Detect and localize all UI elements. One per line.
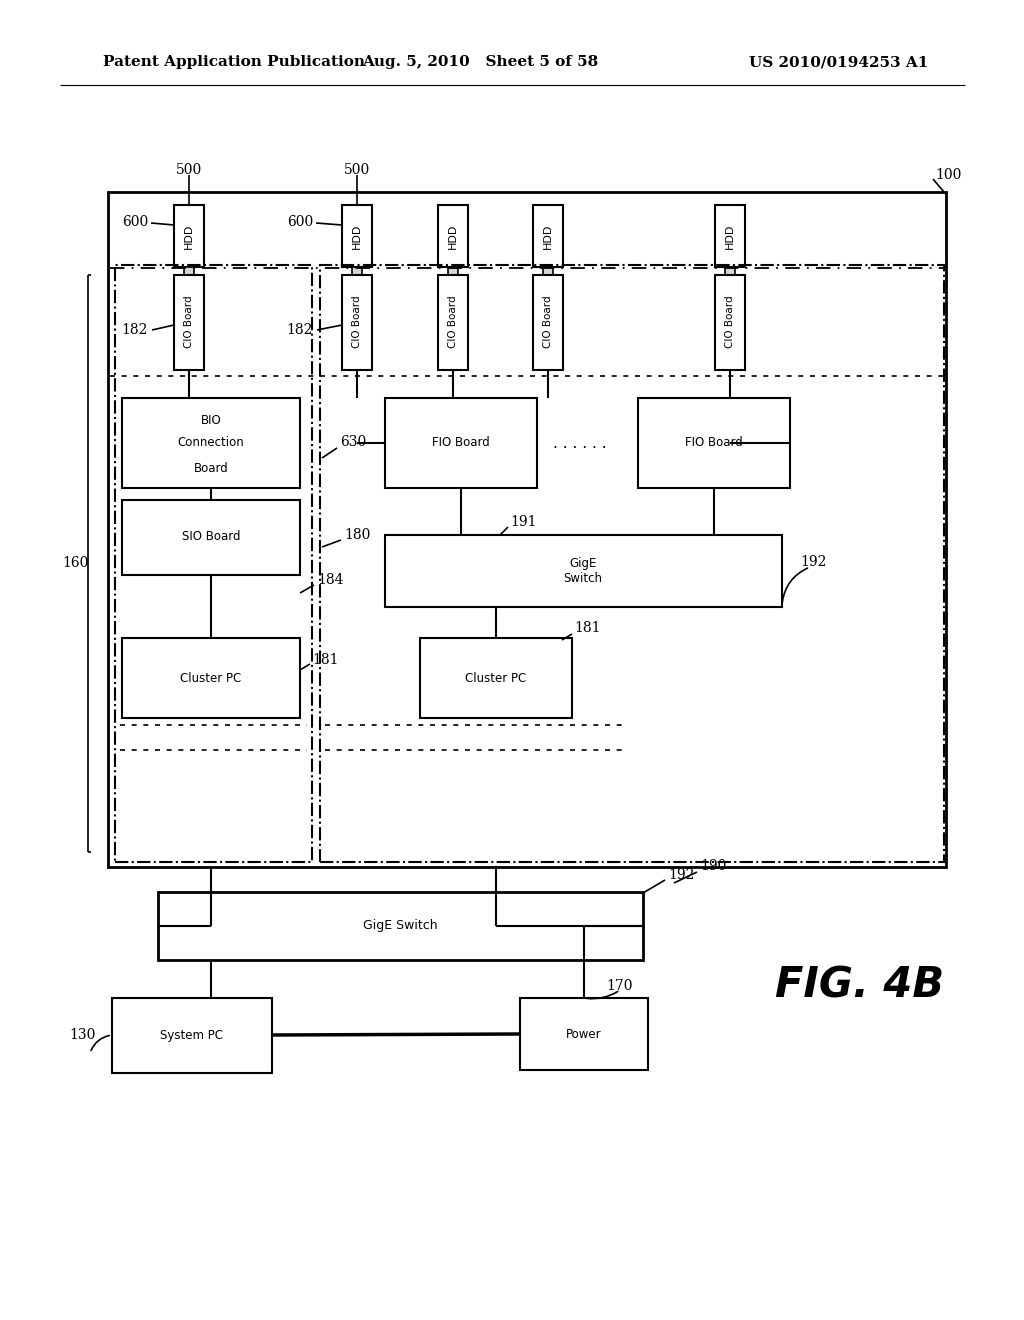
Text: 181: 181	[312, 653, 339, 667]
Text: 182: 182	[122, 323, 148, 337]
Bar	[122, 500, 300, 576]
Text: HDD: HDD	[449, 223, 458, 248]
Bar	[112, 998, 272, 1073]
Text: HDD: HDD	[725, 223, 735, 248]
Text: 600: 600	[122, 215, 148, 228]
Bar	[385, 535, 782, 607]
Bar	[158, 892, 643, 960]
Text: GigE
Switch: GigE Switch	[563, 557, 602, 585]
Text: Cluster PC: Cluster PC	[180, 672, 242, 685]
Text: . . . . . .: . . . . . .	[553, 436, 607, 450]
Text: 181: 181	[574, 620, 600, 635]
Text: 160: 160	[61, 556, 88, 570]
Text: CIO Board: CIO Board	[184, 296, 194, 348]
Text: 191: 191	[510, 515, 537, 529]
Bar	[342, 275, 372, 370]
Text: FIG. 4B: FIG. 4B	[775, 964, 944, 1006]
Text: CIO Board: CIO Board	[725, 296, 735, 348]
Bar	[420, 638, 572, 718]
Bar	[438, 275, 468, 370]
Bar	[174, 275, 204, 370]
Text: Power: Power	[566, 1027, 602, 1040]
Text: 180: 180	[344, 528, 371, 543]
Bar	[638, 399, 790, 488]
Bar	[543, 267, 553, 275]
Text: 182: 182	[287, 323, 313, 337]
Text: 192: 192	[800, 554, 826, 569]
Text: FIO Board: FIO Board	[432, 437, 489, 450]
Bar	[174, 205, 204, 267]
Bar	[122, 638, 300, 718]
Text: HDD: HDD	[184, 223, 194, 248]
Text: Patent Application Publication: Patent Application Publication	[103, 55, 365, 69]
Bar	[449, 267, 458, 275]
Text: 100: 100	[935, 168, 962, 182]
Text: 600: 600	[287, 215, 313, 228]
Text: FIO Board: FIO Board	[685, 437, 742, 450]
Bar	[319, 265, 944, 862]
Bar	[715, 275, 745, 370]
Text: HDD: HDD	[352, 223, 362, 248]
Text: CIO Board: CIO Board	[449, 296, 458, 348]
Bar	[122, 399, 300, 488]
Text: GigE Switch: GigE Switch	[362, 920, 437, 932]
Bar	[520, 998, 648, 1071]
Bar	[534, 275, 563, 370]
Bar	[534, 205, 563, 267]
Bar	[108, 191, 946, 867]
Text: HDD: HDD	[543, 223, 553, 248]
Text: 130: 130	[70, 1028, 96, 1041]
Bar	[715, 205, 745, 267]
Text: 500: 500	[344, 162, 370, 177]
Bar	[385, 399, 537, 488]
Text: CIO Board: CIO Board	[352, 296, 362, 348]
Text: 500: 500	[176, 162, 202, 177]
Text: Board: Board	[194, 462, 228, 474]
Text: 190: 190	[700, 859, 726, 873]
Text: CIO Board: CIO Board	[543, 296, 553, 348]
Text: BIO: BIO	[201, 413, 221, 426]
Text: 170: 170	[607, 979, 633, 993]
Text: Connection: Connection	[177, 437, 245, 450]
Text: System PC: System PC	[161, 1028, 223, 1041]
Text: Aug. 5, 2010   Sheet 5 of 58: Aug. 5, 2010 Sheet 5 of 58	[361, 55, 598, 69]
Text: 192: 192	[668, 869, 694, 882]
Bar	[115, 265, 312, 862]
Bar	[184, 267, 194, 275]
Bar	[725, 267, 735, 275]
Bar	[342, 205, 372, 267]
Bar	[352, 267, 362, 275]
Bar	[438, 205, 468, 267]
Text: US 2010/0194253 A1: US 2010/0194253 A1	[749, 55, 928, 69]
Text: 184: 184	[317, 573, 343, 587]
Text: 630: 630	[340, 436, 367, 449]
Text: SIO Board: SIO Board	[181, 531, 241, 544]
Text: Cluster PC: Cluster PC	[465, 672, 526, 685]
